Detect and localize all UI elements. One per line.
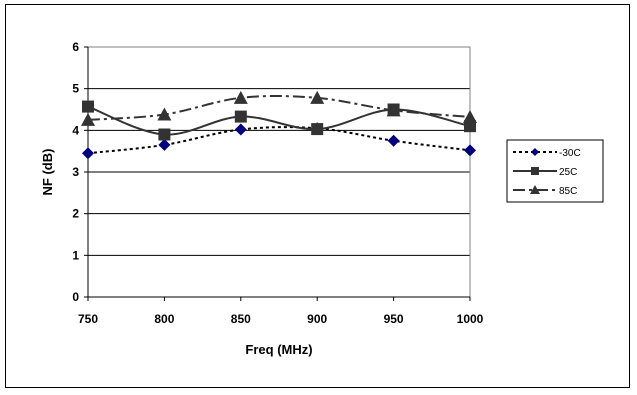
data-point-diamond [464,144,476,157]
data-point-triangle [386,103,401,117]
legend: -30C 25C 85C [506,139,604,203]
data-point-triangle [233,90,248,104]
series-line [87,126,471,155]
x-tick-label: 850 [231,312,251,326]
y-tick-label: 2 [72,207,79,221]
legend-marker [531,148,539,156]
legend-entry: 85C [513,185,577,197]
legend-marker [531,167,539,175]
chart-frame [5,4,630,388]
series-25C [82,100,476,141]
data-point-square [464,120,476,133]
data-point-square [234,110,247,123]
y-tick-label: 4 [72,123,79,137]
legend-label: -30C [559,148,581,159]
data-point-square [82,100,94,113]
gridlines [88,46,470,298]
series-lines [81,90,477,160]
y-axis-ticks: 0 1 2 3 4 5 6 [72,40,88,304]
data-point-diamond [82,147,94,160]
y-tick-label: 5 [72,82,79,96]
series-line [87,95,471,121]
data-point-diamond [158,138,171,151]
x-tick-label: 1000 [457,312,484,326]
y-tick-label: 0 [72,290,79,304]
y-axis-title: NF (dB) [40,149,55,196]
data-point-triangle [310,90,325,104]
x-axis-title: Freq (MHz) [245,342,312,357]
x-tick-label: 900 [307,312,327,326]
data-point-square [158,128,171,141]
series--30C [82,122,476,160]
legend-label: 25C [559,167,577,178]
y-tick-label: 1 [72,248,79,262]
legend-marker [530,185,540,194]
legend-label: 85C [559,186,577,197]
data-point-square [311,123,324,136]
data-point-diamond [234,123,247,136]
x-tick-label: 950 [384,312,404,326]
legend-entry: -30C [513,148,581,159]
y-tick-label: 3 [72,165,79,179]
data-point-diamond [387,134,400,147]
legend-entry: 25C [513,167,577,178]
data-point-triangle [463,110,477,123]
series-85C [81,90,477,126]
data-point-triangle [81,112,95,126]
x-tick-label: 800 [154,312,174,326]
x-axis-ticks: 750 800 850 900 950 1000 [78,47,484,326]
x-tick-label: 750 [78,312,98,326]
data-point-triangle [157,107,172,121]
y-tick-label: 6 [72,40,79,54]
